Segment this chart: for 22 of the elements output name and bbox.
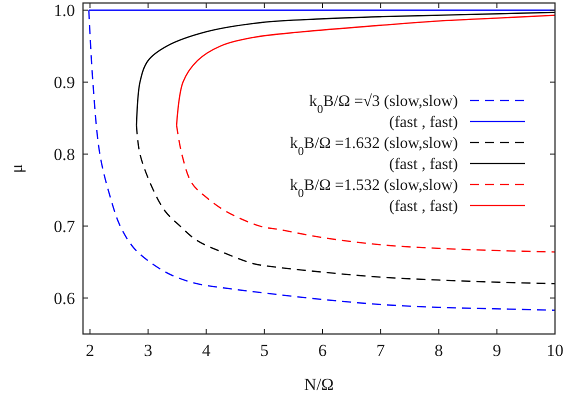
x-tick-label: 5 <box>260 341 269 360</box>
x-axis-title: N/Ω <box>304 375 334 394</box>
x-tick-label: 4 <box>202 341 211 360</box>
y-tick-label: 0.6 <box>54 288 75 308</box>
y-tick-label: 1.0 <box>54 1 75 20</box>
x-tick-label: 9 <box>492 341 502 360</box>
y-tick-label: 0.8 <box>54 145 75 164</box>
legend-label: (fast , fast) <box>389 114 458 132</box>
y-tick-label: 0.9 <box>54 73 75 92</box>
legend-label: k$_{0}$B/Ω =√3 (slow,slow) <box>309 93 458 116</box>
x-tick-label: 2 <box>86 341 94 360</box>
x-tick-label: 3 <box>144 341 152 360</box>
x-tick-label: 8 <box>434 341 443 360</box>
legend-label: (fast , fast) <box>389 198 458 216</box>
legend-label: k$_{0}$B/Ω =1.632 (slow,slow) <box>290 135 458 158</box>
legend-label: (fast , fast) <box>389 156 458 174</box>
legend-label: k$_{0}$B/Ω =1.532 (slow,slow) <box>290 177 458 200</box>
x-tick-label: 6 <box>318 341 327 360</box>
x-tick-label: 7 <box>376 341 386 360</box>
y-axis-title: μ <box>7 164 26 174</box>
x-tick-label: 10 <box>546 341 564 360</box>
y-tick-label: 0.7 <box>54 217 76 236</box>
